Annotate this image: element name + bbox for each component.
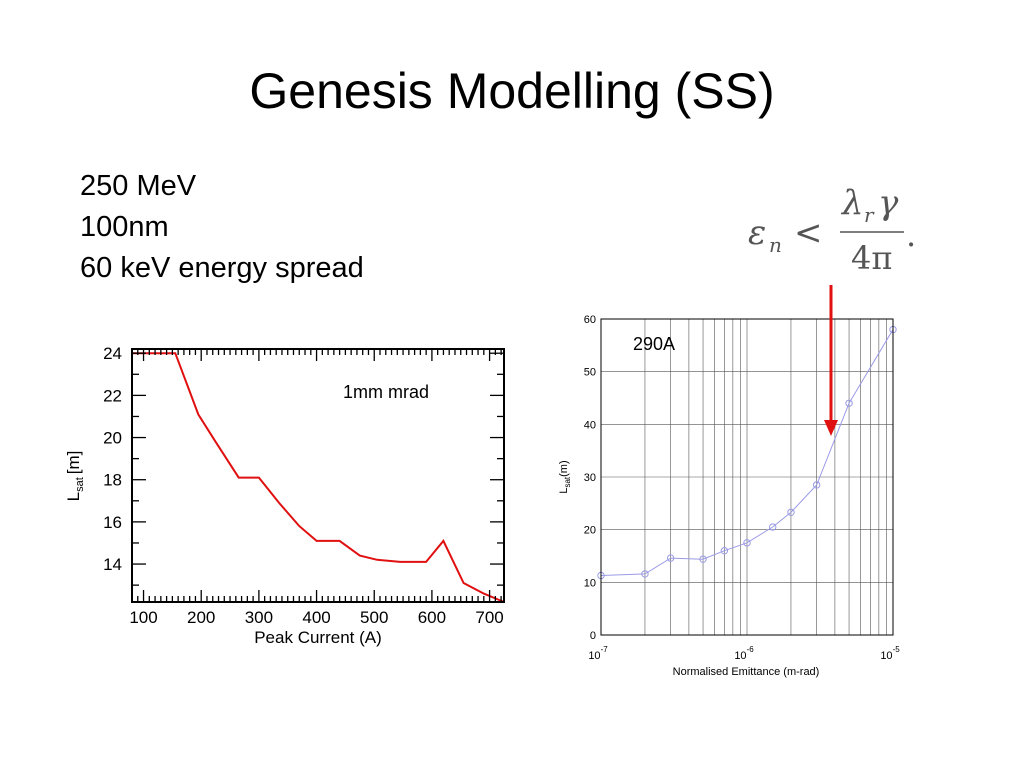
emittance-formula: ε n < λ r γ 4π .	[748, 183, 916, 277]
param-energy-spread: 60 keV energy spread	[80, 252, 364, 284]
formula-lambda: λ	[840, 183, 864, 223]
right-y-tick-label: 10	[584, 577, 596, 589]
right-data-point	[743, 539, 751, 547]
right-y-tick-label: 20	[584, 525, 596, 537]
right-series-line	[600, 329, 894, 576]
param-energy: 250 MeV	[80, 170, 197, 202]
param-wavelength: 100nm	[80, 211, 169, 243]
right-x-tick-label: 10-7	[588, 645, 608, 662]
right-x-tick-label: 10-6	[734, 645, 754, 662]
left-y-tick-label: 16	[103, 513, 122, 532]
left-x-tick-label: 400	[302, 608, 330, 627]
right-data-point	[720, 547, 729, 555]
left-x-tick-label: 500	[360, 608, 388, 627]
right-data-point	[787, 508, 795, 516]
formula-denominator: 4π	[851, 239, 892, 277]
right-x-tick-base: 10	[734, 650, 746, 662]
right-data-point	[812, 481, 821, 489]
right-x-axis-label: Normalised Emittance (m-rad)	[673, 666, 820, 678]
right-y-tick-label: 60	[584, 314, 596, 326]
right-data-point	[845, 399, 853, 407]
right-x-tick-exp: -5	[893, 645, 901, 654]
right-data-point	[699, 555, 707, 563]
left-y-label-main: L	[64, 492, 83, 501]
right-annotation: 290A	[633, 334, 675, 354]
slide-title: Genesis Modelling (SS)	[249, 63, 775, 119]
right-x-tick-base: 10	[880, 650, 892, 662]
left-y-label-unit: [m]	[64, 451, 83, 475]
right-plot-frame	[600, 318, 894, 636]
right-y-tick-label: 40	[584, 419, 596, 431]
formula-epsilon-sub: n	[769, 233, 782, 257]
formula-gamma: γ	[878, 183, 899, 223]
left-chart: 100 200 300 400 500 600 700 14 16 18 20 22 24 1mm mr…	[64, 344, 505, 647]
left-y-tick-label: 14	[103, 555, 122, 574]
left-y-label-sub: sat	[74, 477, 86, 492]
left-x-tick-label: 100	[129, 608, 157, 627]
right-x-tick-label: 10-5	[880, 645, 900, 662]
right-y-tick-label: 0	[590, 630, 596, 642]
right-x-tick-exp: -7	[601, 645, 609, 654]
left-x-axis-label: Peak Current (A)	[254, 628, 382, 647]
left-y-tick-label: 18	[103, 471, 122, 490]
right-y-label-sub: sat	[563, 476, 572, 487]
right-y-tick-label: 30	[584, 472, 596, 484]
right-data-point	[666, 554, 675, 562]
left-series-line	[132, 352, 505, 603]
left-plot-frame	[131, 348, 505, 603]
formula-less-than: <	[794, 213, 823, 253]
right-data-point	[769, 523, 777, 531]
left-x-tick-label: 200	[187, 608, 215, 627]
red-arrow	[824, 285, 838, 436]
formula-lambda-sub: r	[864, 203, 875, 227]
right-x-tick-exp: -6	[747, 645, 755, 654]
left-y-tick-label: 22	[103, 386, 122, 405]
left-y-tick-label: 24	[103, 344, 122, 363]
right-x-tick-base: 10	[588, 650, 600, 662]
right-y-label-unit: (m)	[558, 460, 570, 477]
right-y-label-main: L	[558, 488, 570, 494]
left-x-tick-label: 300	[245, 608, 273, 627]
formula-epsilon: ε	[748, 213, 766, 253]
left-y-tick-label: 20	[103, 429, 122, 448]
left-x-tick-label: 600	[418, 608, 446, 627]
right-data-point	[641, 570, 649, 578]
formula-period: .	[906, 216, 916, 254]
right-y-tick-label: 50	[584, 367, 596, 379]
right-y-axis-label: Lsat(m)	[558, 460, 572, 493]
left-annotation: 1mm mrad	[343, 382, 429, 402]
left-x-tick-label: 700	[475, 608, 503, 627]
arrow-head	[824, 420, 838, 436]
left-y-axis-label: Lsat [m]	[64, 451, 86, 502]
parameter-list: 250 MeV 100nm 60 keV energy spread	[80, 166, 364, 289]
